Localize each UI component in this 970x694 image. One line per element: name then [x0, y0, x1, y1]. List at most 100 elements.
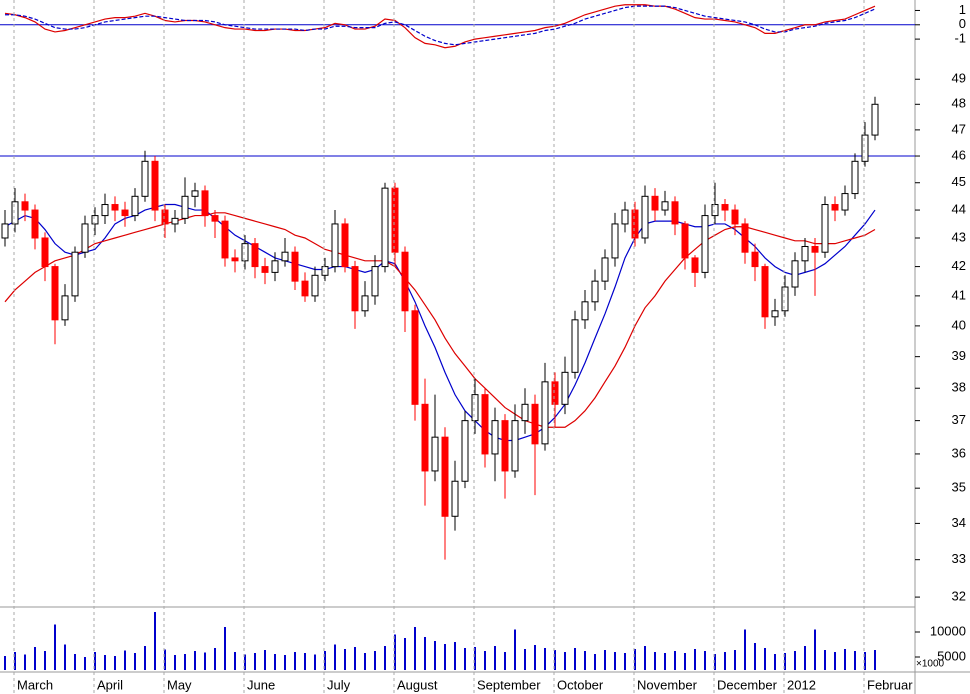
volume-bar [844, 649, 846, 670]
candle-body [661, 201, 669, 211]
y-tick-label: 37 [952, 412, 966, 427]
indicator-line [4, 4, 876, 49]
volume-bar [204, 652, 206, 670]
candle-body [171, 217, 179, 225]
candle-body [851, 160, 859, 195]
candle-body [321, 266, 329, 276]
candle-body [451, 480, 459, 517]
y-tick-label: 48 [952, 96, 966, 111]
candle-body [361, 295, 369, 312]
volume-bar [84, 657, 86, 670]
volume-bar [604, 650, 606, 670]
candle-body [471, 394, 479, 422]
y-tick-label: 40 [952, 317, 966, 332]
volume-bar [734, 650, 736, 670]
y-tick-label: 38 [952, 380, 966, 395]
candle-body [101, 204, 109, 217]
volume-bar [514, 629, 516, 670]
candle-body [611, 223, 619, 259]
volume-bar [74, 654, 76, 670]
candle-body [481, 394, 489, 455]
volume-bar [404, 638, 406, 670]
volume-bar [294, 652, 296, 670]
candle-body [111, 204, 119, 211]
volume-bar [474, 647, 476, 670]
volume-bar [144, 646, 146, 670]
candle-body [431, 436, 439, 472]
volume-bar [464, 648, 466, 670]
volume-bar [394, 634, 396, 670]
candle-body [841, 193, 849, 211]
candle-body [231, 257, 239, 262]
candle-body [731, 209, 739, 225]
candle-body [711, 204, 719, 217]
volume-bar [154, 612, 156, 670]
volume-bar [684, 653, 686, 670]
candle-body [651, 195, 659, 211]
candle-body [71, 251, 79, 297]
candle-body [741, 223, 749, 253]
candle-body [771, 310, 779, 318]
indicator-line [4, 203, 876, 442]
y-tick-label: 39 [952, 348, 966, 363]
volume-bar [34, 647, 36, 670]
candle-body [251, 243, 259, 268]
candle-body [121, 209, 129, 217]
y-tick-label: 49 [952, 71, 966, 86]
y-tick-label: -1 [954, 31, 966, 46]
volume-bar [114, 656, 116, 670]
candle-body [631, 209, 639, 239]
candle-body [751, 251, 759, 268]
volume-bar [544, 648, 546, 670]
volume-bar [484, 651, 486, 670]
volume-bar [324, 651, 326, 670]
volume-bar [674, 651, 676, 670]
candle-body [521, 403, 529, 422]
volume-bar [54, 624, 56, 670]
y-tick-label: 32 [952, 589, 966, 604]
volume-bar [94, 652, 96, 670]
volume-bar [274, 654, 276, 670]
volume-bar [764, 648, 766, 670]
y-tick-label: 5000 [937, 648, 966, 663]
volume-bar [354, 647, 356, 670]
candle-body [341, 223, 349, 268]
unit-label: ×1000 [916, 659, 945, 670]
y-tick-label: 46 [952, 147, 966, 162]
volume-bar [724, 652, 726, 670]
candle-body [701, 215, 709, 273]
volume-bar [784, 653, 786, 670]
volume-bar [434, 641, 436, 670]
volume-bar [594, 654, 596, 670]
candle-body [181, 195, 189, 219]
volume-bar [504, 652, 506, 670]
volume-bar [584, 651, 586, 670]
volume-bar [814, 629, 816, 670]
candle-body [781, 286, 789, 312]
candle-body [511, 420, 519, 472]
candle-body [261, 266, 269, 273]
candle-body [371, 266, 379, 297]
volume-bar [454, 642, 456, 670]
y-tick-label: 10000 [930, 623, 966, 638]
volume-bar [364, 653, 366, 670]
candle-body [41, 237, 49, 268]
candle-body [81, 223, 89, 253]
candle-body [151, 160, 159, 211]
volume-bar [124, 650, 126, 670]
candle-body [271, 260, 279, 273]
y-tick-label: 44 [952, 201, 966, 216]
x-tick-label: 2012 [787, 677, 816, 692]
candle-body [1, 223, 9, 239]
candle-body [801, 245, 809, 262]
volume-bar [824, 650, 826, 670]
volume-bar [444, 644, 446, 670]
volume-bar [254, 653, 256, 670]
volume-bar [754, 643, 756, 670]
candle-body [571, 319, 579, 373]
volume-bar [554, 650, 556, 670]
candle-body [861, 134, 869, 162]
candle-body [831, 204, 839, 211]
volume-bar [184, 654, 186, 670]
y-tick-label: 34 [952, 515, 966, 530]
